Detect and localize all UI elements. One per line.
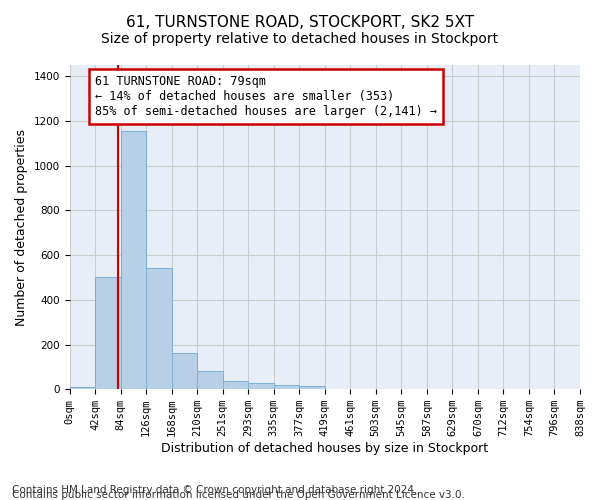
Bar xyxy=(70,387,95,389)
Bar xyxy=(197,372,223,389)
Bar xyxy=(146,268,172,389)
Text: 61, TURNSTONE ROAD, STOCKPORT, SK2 5XT: 61, TURNSTONE ROAD, STOCKPORT, SK2 5XT xyxy=(126,15,474,30)
Bar xyxy=(248,383,274,389)
Bar xyxy=(299,386,325,389)
Bar xyxy=(172,354,197,389)
Bar xyxy=(95,278,121,389)
Text: Contains public sector information licensed under the Open Government Licence v3: Contains public sector information licen… xyxy=(12,490,465,500)
Bar xyxy=(121,131,146,389)
Text: 61 TURNSTONE ROAD: 79sqm
← 14% of detached houses are smaller (353)
85% of semi-: 61 TURNSTONE ROAD: 79sqm ← 14% of detach… xyxy=(95,74,437,118)
Text: Size of property relative to detached houses in Stockport: Size of property relative to detached ho… xyxy=(101,32,499,46)
Text: Contains HM Land Registry data © Crown copyright and database right 2024.: Contains HM Land Registry data © Crown c… xyxy=(12,485,418,495)
Y-axis label: Number of detached properties: Number of detached properties xyxy=(15,128,28,326)
Bar xyxy=(223,382,248,389)
X-axis label: Distribution of detached houses by size in Stockport: Distribution of detached houses by size … xyxy=(161,442,488,455)
Bar xyxy=(274,385,299,389)
